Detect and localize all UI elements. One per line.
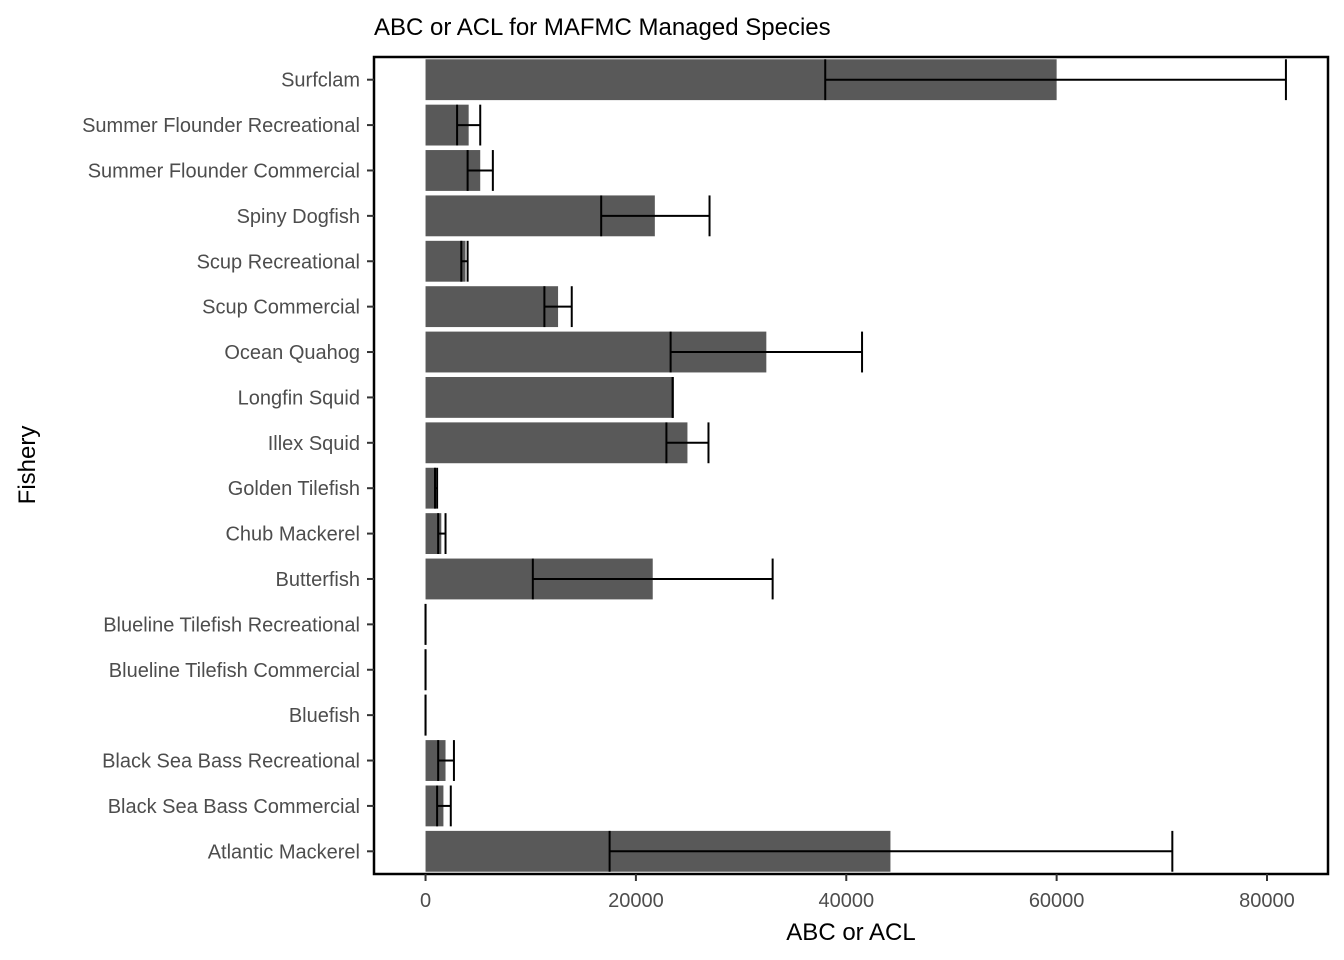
bar-scup-recreational bbox=[425, 240, 466, 282]
errorbar-surfclam bbox=[824, 59, 1287, 101]
y-tick-label: Spiny Dogfish bbox=[237, 206, 360, 228]
errorbar-spiny-dogfish bbox=[600, 195, 711, 237]
x-tick-label: 60000 bbox=[1029, 890, 1085, 912]
errorbar-ocean-quahog bbox=[669, 331, 864, 373]
y-tick-label: Scup Commercial bbox=[202, 297, 360, 319]
y-axis: Atlantic Mackerel Black Sea Bass Commerci… bbox=[82, 70, 374, 863]
y-tick-label: Golden Tilefish bbox=[228, 478, 360, 500]
y-axis-title: Fishery bbox=[14, 426, 41, 505]
errorbars-layer bbox=[424, 59, 1287, 872]
errorbar-black-sea-bass-recreational bbox=[437, 740, 455, 781]
x-axis: 0 20000 40000 60000 80000 bbox=[420, 874, 1295, 912]
errorbar-black-sea-bass-commercial bbox=[436, 785, 452, 827]
y-tick-label: Black Sea Bass Commercial bbox=[108, 796, 360, 818]
y-tick-label: Illex Squid bbox=[268, 433, 360, 455]
y-tick-label: Chub Mackerel bbox=[225, 524, 360, 546]
errorbar-illex-squid bbox=[665, 422, 710, 464]
x-tick-label: 40000 bbox=[818, 890, 874, 912]
x-tick-label: 0 bbox=[420, 890, 431, 912]
errorbar-golden-tilefish bbox=[434, 467, 439, 509]
x-tick-label: 20000 bbox=[608, 890, 664, 912]
y-tick-label: Bluefish bbox=[289, 705, 360, 727]
errorbar-butterfish bbox=[531, 558, 774, 600]
bar-black-sea-bass-recreational bbox=[425, 740, 446, 781]
bars-layer bbox=[425, 59, 1057, 872]
y-tick-label: Ocean Quahog bbox=[224, 342, 360, 364]
y-tick-label: Surfclam bbox=[281, 70, 360, 92]
plot-panel-border bbox=[372, 55, 1330, 876]
y-tick-label: Butterfish bbox=[276, 569, 360, 591]
bar-longfin-squid bbox=[425, 376, 673, 418]
y-tick-label: Scup Recreational bbox=[197, 251, 360, 273]
x-axis-title: ABC or ACL bbox=[786, 919, 915, 946]
y-tick-label: Atlantic Mackerel bbox=[208, 841, 360, 863]
y-tick-label: Summer Flounder Commercial bbox=[88, 160, 360, 182]
bar-scup-commercial bbox=[425, 286, 559, 328]
y-tick-label: Blueline Tilefish Commercial bbox=[109, 660, 360, 682]
errorbar-scup-recreational bbox=[460, 240, 469, 282]
y-tick-label: Blueline Tilefish Recreational bbox=[103, 614, 360, 636]
errorbar-chub-mackerel bbox=[437, 513, 447, 555]
bar-golden-tilefish bbox=[425, 467, 437, 509]
errorbar-summer-flounder-commercial bbox=[466, 150, 494, 191]
x-tick-label: 80000 bbox=[1239, 890, 1295, 912]
bar-black-sea-bass-commercial bbox=[425, 785, 444, 827]
y-tick-label: Longfin Squid bbox=[238, 387, 360, 409]
bar-illex-squid bbox=[425, 422, 688, 464]
y-tick-label: Black Sea Bass Recreational bbox=[102, 751, 360, 773]
errorbar-scup-commercial bbox=[543, 286, 573, 328]
chart-title: ABC or ACL for MAFMC Managed Species bbox=[374, 14, 831, 41]
errorbar-summer-flounder-recreational bbox=[456, 104, 482, 146]
y-tick-label: Summer Flounder Recreational bbox=[82, 115, 360, 137]
errorbar-atlantic-mackerel bbox=[608, 830, 1174, 872]
